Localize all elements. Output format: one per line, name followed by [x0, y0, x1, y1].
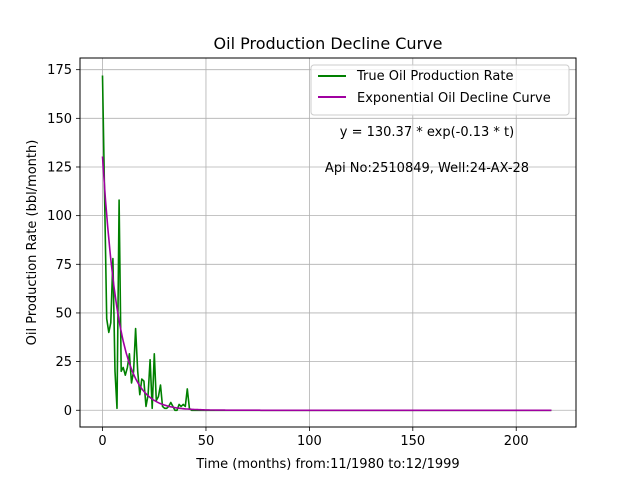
- y-tick-label: 50: [55, 306, 72, 321]
- y-axis-title: Oil Production Rate (bbl/month): [25, 140, 40, 346]
- x-tick-label: 0: [98, 434, 106, 449]
- x-tick-label: 200: [504, 434, 529, 449]
- legend-box: [310, 64, 570, 116]
- x-tick-label: 150: [400, 434, 425, 449]
- axis-ticks: 0 50 100 150 200 0 25 50 75 100 125 150 175: [47, 63, 528, 449]
- x-axis-title: Time (months) from:11/1980 to:12/1999: [195, 457, 459, 472]
- well-id-annotation: Api No:2510849, Well:24-AX-28: [325, 161, 529, 176]
- y-tick-label: 150: [47, 112, 72, 127]
- x-tick-label: 100: [297, 434, 322, 449]
- plot-frame: [79, 57, 577, 428]
- series-layer: [101, 75, 552, 412]
- chart-title: Oil Production Decline Curve: [214, 34, 443, 53]
- y-tick-label: 75: [55, 258, 72, 273]
- y-tick-label: 25: [55, 355, 72, 370]
- y-tick-label: 100: [47, 209, 72, 224]
- x-tick-label: 50: [198, 434, 215, 449]
- y-tick-label: 125: [47, 160, 72, 175]
- equation-annotation: y = 130.37 * exp(-0.13 * t): [340, 125, 514, 140]
- exponential-decline-curve-line: [101, 156, 552, 412]
- legend-label-true-rate: True Oil Production Rate: [356, 69, 513, 84]
- gridlines: [80, 58, 576, 427]
- y-tick-label: 0: [64, 404, 72, 419]
- legend: True Oil Production Rate Exponential Oil…: [310, 64, 570, 116]
- y-tick-label: 175: [47, 63, 72, 78]
- legend-label-decline-curve: Exponential Oil Decline Curve: [357, 91, 551, 106]
